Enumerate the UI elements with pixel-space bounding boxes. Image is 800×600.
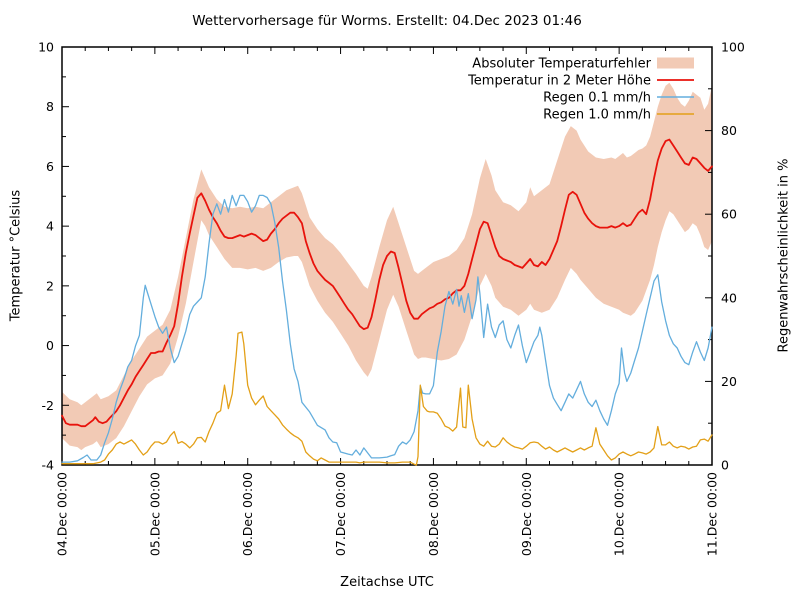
rain-01-line <box>61 194 713 463</box>
error-band-area <box>62 82 712 451</box>
chart-title: Wettervorhersage für Worms. Erstellt: 04… <box>192 13 582 29</box>
tick-labels: 04.Dec 00:00 05.Dec 00:00 06.Dec 00:00 07.D… <box>38 40 745 557</box>
y-left-tick-label: -4 <box>42 458 55 473</box>
rain-10-line <box>61 331 713 466</box>
x-tick-label: 07.Dec 00:00 <box>333 472 348 556</box>
legend-label: Regen 1.0 mm/h <box>543 108 651 123</box>
legend-entry: Absoluter Temperaturfehler <box>472 57 694 72</box>
legend-label: Absoluter Temperaturfehler <box>472 57 651 72</box>
legend: Absoluter Temperaturfehler Temperatur in … <box>467 57 694 123</box>
legend-label: Regen 0.1 mm/h <box>543 91 651 106</box>
y-right-tick-label: 0 <box>721 458 729 473</box>
y-right-tick-label: 40 <box>721 290 737 305</box>
plot-border <box>61 46 713 466</box>
y-right-tick-label: 20 <box>721 374 737 389</box>
y-left-tick-label: 10 <box>38 40 54 55</box>
x-tick-label: 06.Dec 00:00 <box>240 472 255 556</box>
y-left-tick-label: 0 <box>46 338 54 353</box>
y-left-tick-label: -2 <box>42 398 54 413</box>
x-tick-label: 11.Dec 00:00 <box>705 472 720 556</box>
x-tick-label: 09.Dec 00:00 <box>519 472 534 556</box>
y-right-tick-label: 80 <box>721 123 737 138</box>
legend-label: Temperatur in 2 Meter Höhe <box>467 74 651 89</box>
x-tick-label: 10.Dec 00:00 <box>612 472 627 556</box>
x-tick-label: 08.Dec 00:00 <box>426 472 441 556</box>
legend-entry: Regen 0.1 mm/h <box>543 91 694 106</box>
y-left-tick-label: 6 <box>46 159 54 174</box>
temperature-line <box>61 138 713 428</box>
y-right-tick-label: 100 <box>721 40 745 55</box>
x-axis-label: Zeitachse UTC <box>340 575 434 590</box>
x-tick-label: 04.Dec 00:00 <box>55 472 70 556</box>
x-tick-label: 05.Dec 00:00 <box>147 472 162 556</box>
y-left-tick-label: 8 <box>46 99 54 114</box>
y-left-tick-label: 2 <box>46 278 54 293</box>
legend-entry: Temperatur in 2 Meter Höhe <box>467 74 694 89</box>
y-right-tick-label: 60 <box>721 207 737 222</box>
legend-entry: Regen 1.0 mm/h <box>543 108 694 123</box>
y-left-tick-label: 4 <box>46 219 54 234</box>
legend-band-swatch <box>657 57 694 69</box>
